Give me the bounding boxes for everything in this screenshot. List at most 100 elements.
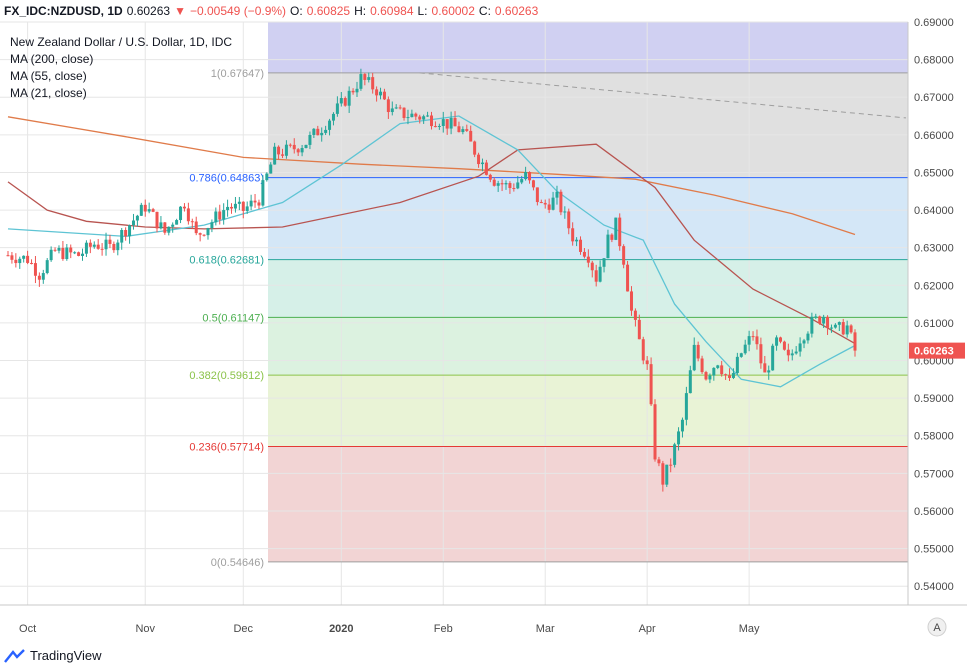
candle-body — [629, 291, 633, 311]
candle-body — [716, 365, 720, 368]
price-tick-13: 0.56000 — [914, 506, 954, 518]
candle-body — [441, 119, 445, 126]
candle-body — [430, 115, 433, 127]
low-value: 0.60002 — [431, 4, 475, 18]
candle-body — [261, 180, 265, 206]
time-tick-4: Feb — [434, 623, 453, 635]
candle-body — [778, 337, 782, 342]
price-tick-4: 0.65000 — [914, 167, 954, 179]
auto-scale-label: A — [933, 622, 941, 634]
candle-body — [159, 222, 163, 229]
candle-body — [692, 344, 696, 371]
candle-body — [841, 322, 845, 335]
candle-body — [308, 134, 312, 145]
low-label: L: — [417, 4, 428, 18]
candle-body — [410, 113, 414, 118]
candle-body — [186, 208, 190, 222]
candle-body — [116, 242, 120, 251]
time-tick-7: May — [739, 623, 760, 635]
candle-body — [575, 239, 579, 242]
candle-body — [547, 204, 551, 210]
branding[interactable]: TradingView — [4, 648, 102, 663]
candle-body — [339, 98, 343, 104]
candle-body — [402, 107, 406, 119]
candle-body — [712, 367, 716, 376]
time-axis[interactable]: Oct Nov Dec 2020 Feb Mar Apr May A — [0, 604, 967, 645]
candle-body — [480, 162, 484, 165]
tradingview-logo-icon — [4, 648, 25, 663]
candle-body — [567, 211, 571, 229]
candle-body — [539, 202, 543, 204]
price-tick-3: 0.66000 — [914, 130, 954, 142]
price-tick-5: 0.64000 — [914, 205, 954, 217]
candle-body — [88, 242, 92, 247]
candle-body — [579, 239, 583, 252]
candle-body — [335, 103, 339, 114]
candle-body — [806, 333, 810, 341]
candle-body — [382, 91, 386, 100]
candle-body — [516, 182, 520, 189]
candle-body — [312, 128, 316, 135]
candle-body — [802, 340, 806, 344]
candle-body — [528, 171, 532, 181]
price-chart[interactable]: 1(0.67647) 0.786(0.64863) 0.618(0.62681) 0.… — [0, 0, 967, 645]
candle-body — [198, 233, 202, 235]
candle-body — [202, 234, 206, 236]
candle-body — [237, 201, 241, 204]
candle-body — [190, 221, 194, 223]
price-axis[interactable]: 0.69000 0.68000 0.67000 0.66000 0.65000 0.640… — [907, 17, 967, 605]
candle-body — [775, 337, 779, 346]
candle-body — [245, 206, 249, 211]
candle-body — [96, 244, 100, 249]
candle-body — [669, 464, 673, 466]
candle-body — [386, 99, 390, 113]
candle-body — [684, 393, 688, 420]
candle-body — [418, 116, 422, 120]
candle-body — [696, 344, 700, 359]
legend-ma200[interactable]: MA (200, close) — [10, 52, 93, 66]
candle-body — [131, 220, 135, 226]
time-tick-6: Apr — [639, 623, 656, 635]
change-arrow: ▼ — [174, 4, 186, 18]
change-value: −0.00549 (−0.9%) — [189, 4, 287, 18]
candle-body — [755, 336, 759, 345]
grid — [0, 21, 908, 605]
symbol-name[interactable]: FX_IDC:NZDUSD, 1D — [4, 4, 123, 18]
candle-body — [10, 255, 14, 260]
candle-body — [810, 316, 814, 334]
candle-body — [488, 174, 492, 180]
legend-ma55[interactable]: MA (55, close) — [10, 69, 87, 83]
candle-body — [135, 215, 139, 221]
candle-body — [477, 154, 481, 165]
candle-body — [837, 322, 841, 325]
price-tick-12: 0.57000 — [914, 468, 954, 480]
fib-label-4: 0.382(0.59612) — [189, 370, 264, 382]
candle-body — [590, 262, 594, 271]
candle-body — [531, 180, 535, 188]
candle-body — [206, 228, 210, 236]
candle-body — [422, 116, 426, 120]
time-tick-5: Mar — [536, 623, 555, 635]
candle-body — [437, 125, 441, 127]
candle-body — [230, 206, 234, 209]
candle-body — [359, 74, 363, 89]
time-tick-0: Oct — [19, 623, 36, 635]
candle-body — [571, 228, 575, 242]
candle-body — [296, 149, 300, 153]
trendline — [419, 72, 907, 119]
candle-body — [328, 120, 332, 130]
candle-body — [394, 107, 398, 109]
fib-label-1: 0.786(0.64863) — [189, 173, 264, 185]
price-tick-6: 0.63000 — [914, 243, 954, 255]
candle-body — [265, 173, 269, 181]
candle-body — [814, 316, 818, 318]
time-tick-2: Dec — [233, 623, 253, 635]
legend-ma21[interactable]: MA (21, close) — [10, 86, 87, 100]
candle-body — [277, 146, 281, 155]
candle-body — [108, 239, 112, 244]
fib-label-6: 0(0.54646) — [211, 557, 264, 569]
candle-body — [641, 339, 645, 361]
candle-body — [363, 74, 367, 80]
last-price-tag: 0.60263 — [914, 346, 954, 358]
time-tick-3: 2020 — [329, 623, 353, 635]
